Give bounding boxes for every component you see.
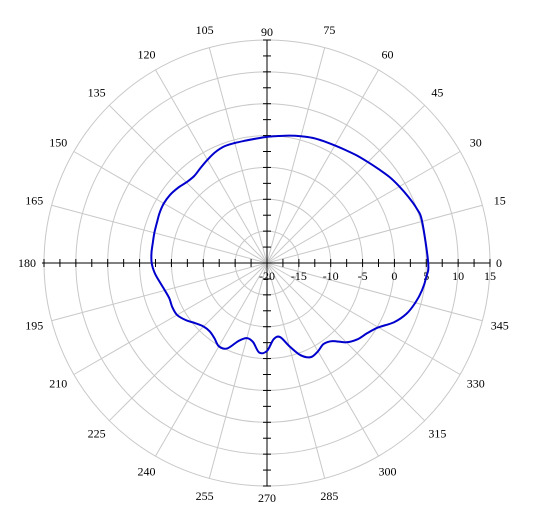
angle-tick-label: 180: [18, 256, 36, 270]
grid-spoke: [73, 151, 268, 264]
angle-tick-label: 45: [431, 86, 443, 100]
grid-spoke: [73, 262, 268, 375]
grid-spoke: [266, 104, 426, 264]
angle-tick-label: 330: [467, 377, 485, 391]
grid-spoke: [266, 47, 326, 264]
angle-tick-label: 150: [49, 136, 67, 150]
series-line: [150, 134, 430, 359]
angle-tick-label: 225: [88, 426, 106, 440]
angle-tick-label: 105: [196, 23, 214, 37]
angle-tick-label: 315: [428, 426, 446, 440]
grid-spoke: [266, 262, 379, 457]
grid-spoke: [51, 204, 268, 264]
angle-tick-labels: 0153045607590105120135150165180195210225…: [18, 23, 509, 505]
angle-tick-label: 165: [25, 194, 43, 208]
grid-spoke: [266, 151, 461, 264]
angle-tick-label: 300: [379, 465, 397, 479]
angle-tick-label: 0: [496, 256, 502, 270]
radial-tick-label: 10: [452, 269, 464, 283]
radial-tick-label: -20: [259, 269, 275, 283]
angle-tick-label: 90: [261, 25, 273, 39]
radial-tick-labels: -20 -15 -10 -5 0 5 10 15: [259, 269, 496, 283]
angle-tick-label: 60: [382, 47, 394, 61]
radial-tick-label: -10: [323, 269, 339, 283]
angle-tick-label: 135: [88, 86, 106, 100]
grid-spoke: [155, 69, 268, 264]
grid-spoke: [266, 69, 379, 264]
angle-tick-label: 15: [494, 194, 506, 208]
grid-spoke: [208, 47, 268, 264]
angle-tick-label: 345: [491, 318, 509, 332]
angle-tick-label: 195: [25, 318, 43, 332]
grid-spoke: [155, 262, 268, 457]
angle-tick-label: 255: [196, 489, 214, 503]
angle-tick-label: 75: [323, 23, 335, 37]
grid-spoke: [266, 262, 483, 322]
grid-spoke: [108, 262, 268, 422]
angle-tick-label: 240: [138, 465, 156, 479]
radial-tick-label: -15: [291, 269, 307, 283]
grid-spoke: [208, 262, 268, 479]
grid-spoke: [108, 104, 268, 264]
angle-tick-label: 210: [49, 377, 67, 391]
polar-axes: [42, 39, 491, 487]
grid-spoke: [266, 204, 483, 264]
radial-tick-label: -5: [358, 269, 368, 283]
grid-spoke: [266, 262, 461, 375]
angle-tick-label: 30: [470, 136, 482, 150]
angle-tick-label: 285: [320, 489, 338, 503]
grid-spoke: [51, 262, 268, 322]
series-layer: [150, 134, 430, 359]
angle-tick-label: 120: [138, 47, 156, 61]
angle-tick-label: 270: [258, 491, 276, 505]
grid-spoke: [266, 262, 326, 479]
radial-tick-label: 15: [484, 269, 496, 283]
radial-tick-label: 0: [391, 269, 397, 283]
